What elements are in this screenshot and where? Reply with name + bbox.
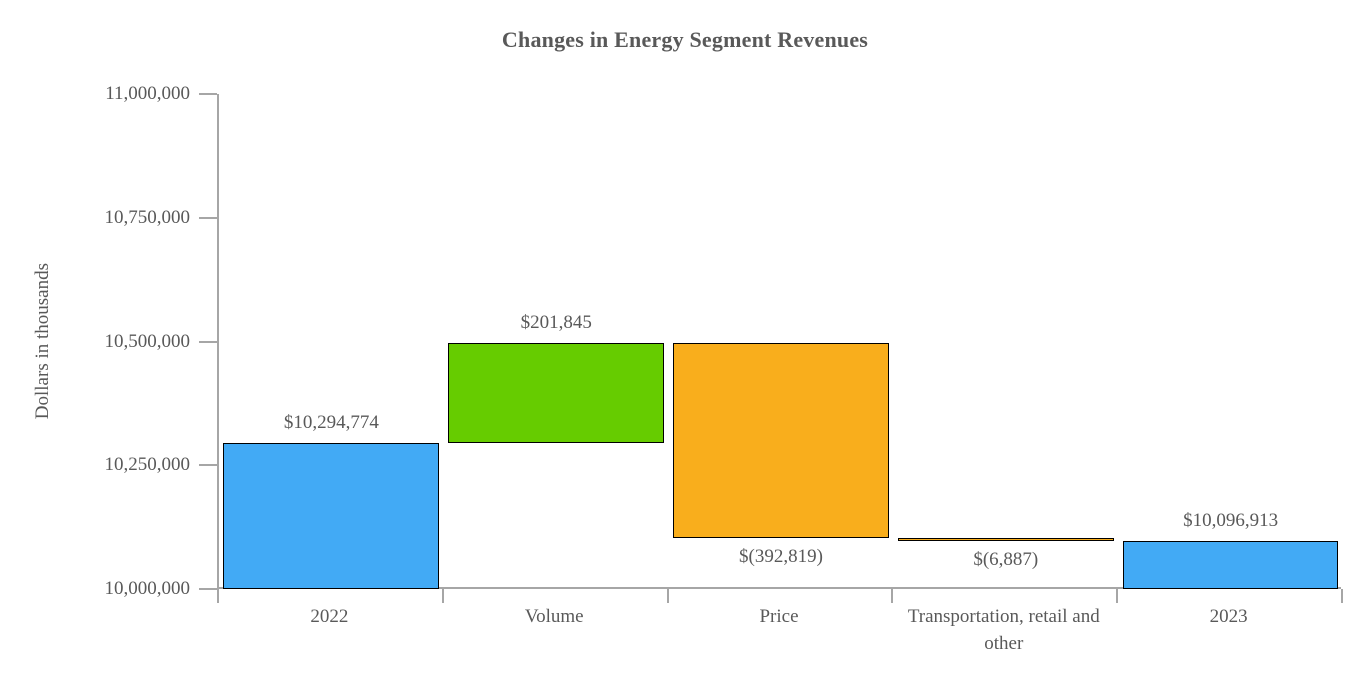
y-tick-label: 10,500,000: [104, 330, 191, 352]
x-tick: [666, 589, 669, 603]
y-tick: [199, 588, 217, 590]
bar-value-label-transportation-retail-and-other: $(6,887): [973, 549, 1039, 571]
x-tick: [441, 589, 444, 603]
bar-2023: [1122, 541, 1339, 589]
y-axis-tick-labels: 11,000,000 10,750,000 10,500,000 10,250,000…: [0, 83, 191, 599]
x-category-label-2023: 2023: [1116, 603, 1341, 630]
plot-area: $10,294,774 $201,845 $(392,819) $(6,887) $10…: [217, 94, 1341, 589]
bar-value-label-price: $(392,819): [739, 545, 823, 567]
bar-volume: [448, 343, 665, 444]
x-category-label-2022: 2022: [217, 603, 442, 630]
x-tick: [217, 589, 219, 603]
x-category-label-text: 2023: [1209, 606, 1248, 627]
x-category-label-text: Transportation, retail and other: [907, 606, 1100, 654]
bar-value-label-2023: $10,096,913: [1183, 510, 1279, 532]
x-axis-ticks: [217, 589, 1343, 603]
y-tick-label: 10,250,000: [104, 454, 191, 476]
chart-title: Changes in Energy Segment Revenues: [501, 27, 869, 52]
x-tick: [1116, 589, 1119, 603]
y-tick-label: 10,750,000: [104, 206, 191, 228]
y-tick: [199, 340, 217, 343]
x-category-label-price: Price: [667, 603, 892, 630]
y-tick: [199, 216, 217, 219]
x-category-label-transportation-retail-and-other: Transportation, retail and other: [891, 603, 1116, 657]
y-tick-label: 10,000,000: [104, 578, 191, 599]
x-category-label-text: Volume: [524, 606, 584, 627]
x-category-label-text: 2022: [310, 606, 349, 627]
bar-price: [673, 343, 889, 538]
y-tick-label: 11,000,000: [105, 83, 190, 104]
x-category-label-volume: Volume: [442, 603, 667, 630]
bar-transportation-retail-and-other: [897, 537, 1114, 542]
x-tick: [1341, 589, 1343, 603]
y-tick: [199, 464, 217, 467]
x-category-label-text: Price: [759, 606, 799, 627]
bar-value-label-volume: $201,845: [520, 312, 592, 334]
y-axis-ticks: [199, 93, 217, 590]
bar-2022: [223, 443, 440, 589]
bar-value-label-2022: $10,294,774: [283, 412, 379, 434]
y-tick: [199, 93, 217, 95]
x-tick: [891, 589, 894, 603]
